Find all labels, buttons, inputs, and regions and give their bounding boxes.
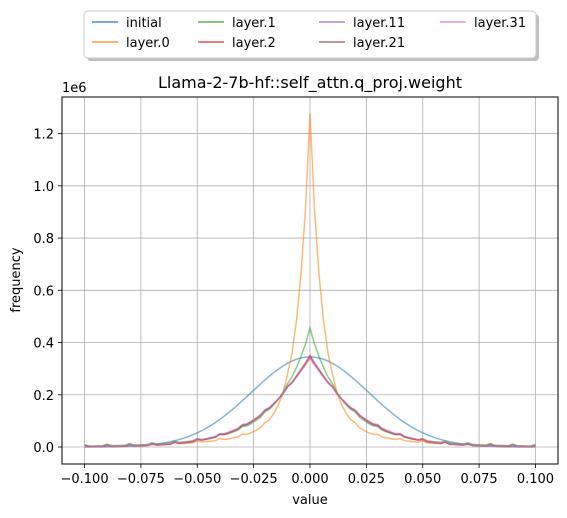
y-tick-label: 1.2 <box>33 128 54 143</box>
y-tick-label: 0.0 <box>33 441 54 456</box>
y-tick-label: 0.2 <box>33 389 54 404</box>
legend-label-layer.31: layer.31 <box>474 16 526 31</box>
y-axis-label: frequency <box>9 247 24 313</box>
legend-label-layer.21: layer.21 <box>353 36 405 51</box>
y-tick-label: 0.4 <box>33 337 54 352</box>
legend-label-initial: initial <box>126 16 162 31</box>
x-tick-label: −0.075 <box>117 472 165 487</box>
y-tick-label: 0.6 <box>33 284 54 299</box>
grid <box>62 97 558 464</box>
x-tick-label: 0.025 <box>348 472 385 487</box>
legend-label-layer.1: layer.1 <box>232 16 276 31</box>
x-axis-label: value <box>292 493 328 508</box>
legend: initial layer.0 layer.1 layer.2 layer.11 laye… <box>83 10 539 61</box>
series-line-layer.1 <box>84 325 536 447</box>
y-tick-label: 0.8 <box>33 232 54 247</box>
legend-label-layer.0: layer.0 <box>126 36 170 51</box>
y-tick-label: 1.0 <box>33 180 54 195</box>
x-tick-label: −0.025 <box>230 472 278 487</box>
y-axis: 0.0 0.2 0.4 0.6 0.8 1.0 1.2 <box>33 128 62 456</box>
series-lines <box>84 113 536 448</box>
x-tick-label: 0.075 <box>460 472 497 487</box>
x-axis: −0.100 −0.075 −0.050 −0.025 0.000 0.025 0.050 0… <box>60 464 554 487</box>
x-tick-label: −0.100 <box>60 472 108 487</box>
legend-label-layer.2: layer.2 <box>232 36 276 51</box>
chart-title: Llama-2-7b-hf::self_attn.q_proj.weight <box>158 73 462 93</box>
series-line-layer.31 <box>84 356 536 448</box>
legend-box <box>83 10 537 59</box>
x-tick-label: 0.100 <box>517 472 554 487</box>
y-offset-label: 1e6 <box>62 81 87 96</box>
x-tick-label: 0.000 <box>291 472 328 487</box>
legend-label-layer.11: layer.11 <box>353 16 405 31</box>
x-tick-label: 0.050 <box>404 472 441 487</box>
x-tick-label: −0.050 <box>173 472 221 487</box>
